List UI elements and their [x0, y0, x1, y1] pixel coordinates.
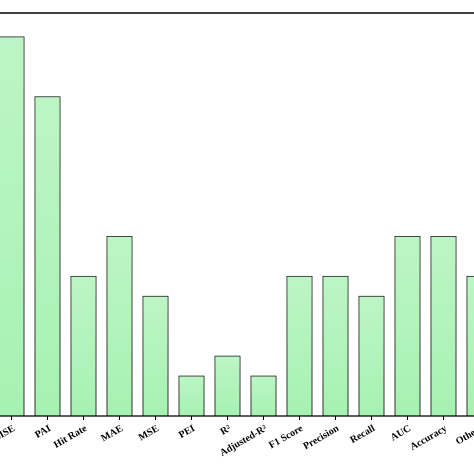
x-tick-label: PEI	[177, 423, 197, 441]
bar	[466, 275, 474, 417]
x-tick-label: Hit Rate	[52, 423, 89, 451]
bar	[214, 355, 241, 417]
bar	[70, 275, 97, 417]
bar	[34, 96, 61, 417]
x-tick-label: F1 Score	[267, 423, 305, 451]
x-tick-label: PAI	[33, 423, 53, 441]
bar	[394, 236, 421, 417]
x-tick-label: Precision	[301, 423, 341, 452]
x-tick-label: R²	[219, 423, 233, 438]
bar	[106, 236, 133, 417]
bar	[286, 275, 313, 417]
bar	[178, 375, 205, 417]
bar	[0, 36, 25, 417]
bar	[142, 295, 169, 417]
x-tick-label: Recall	[348, 423, 377, 446]
x-tick-label: RMSE	[0, 423, 17, 447]
bar	[322, 275, 349, 417]
bar	[358, 295, 385, 417]
x-tick-label: Others	[454, 423, 474, 447]
x-tick-label: Accuracy	[408, 423, 449, 453]
bar	[430, 236, 457, 417]
x-tick-label: AUC	[389, 423, 413, 443]
x-tick-label: MSE	[137, 423, 162, 444]
x-tick-label: MAE	[99, 423, 125, 444]
bar	[250, 375, 277, 417]
